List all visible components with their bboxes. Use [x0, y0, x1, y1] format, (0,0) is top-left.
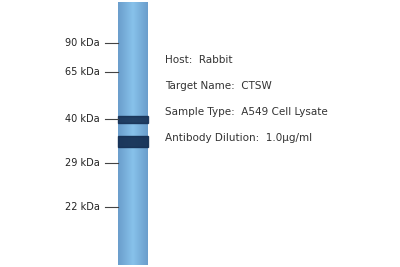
Text: Antibody Dilution:  1.0μg/ml: Antibody Dilution: 1.0μg/ml	[165, 133, 312, 143]
Text: Host:  Rabbit: Host: Rabbit	[165, 55, 232, 65]
Bar	[118, 136, 148, 147]
Text: Sample Type:  A549 Cell Lysate: Sample Type: A549 Cell Lysate	[165, 107, 328, 117]
Text: 65 kDa: 65 kDa	[65, 67, 100, 77]
Text: 90 kDa: 90 kDa	[65, 38, 100, 48]
Text: Target Name:  CTSW: Target Name: CTSW	[165, 81, 272, 91]
Text: 29 kDa: 29 kDa	[65, 158, 100, 168]
Text: 40 kDa: 40 kDa	[65, 114, 100, 124]
Bar	[118, 116, 148, 123]
Text: 22 kDa: 22 kDa	[65, 202, 100, 212]
